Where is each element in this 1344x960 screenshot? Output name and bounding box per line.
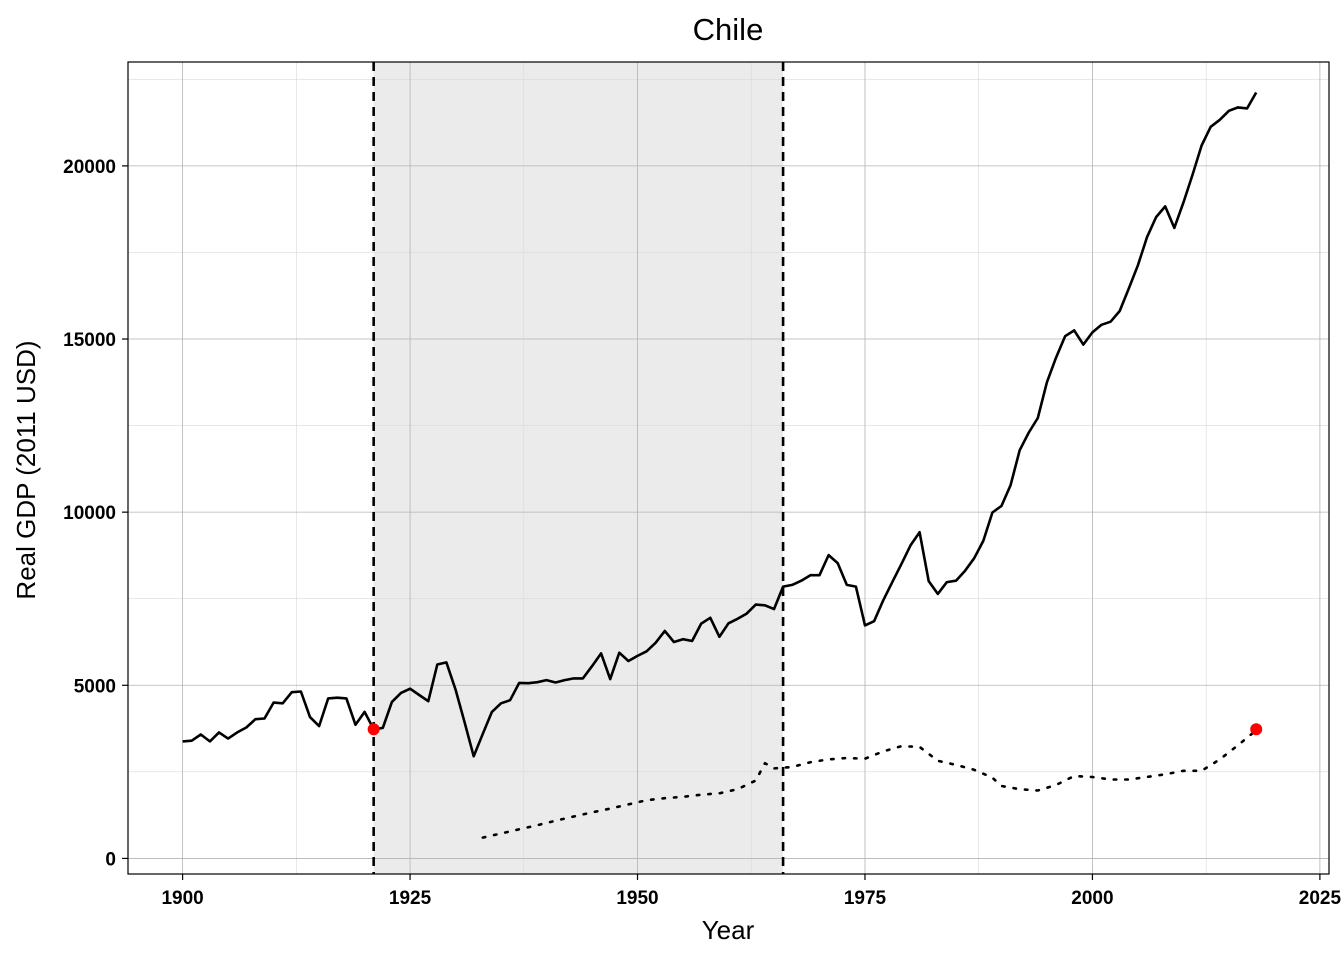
y-axis-title: Real GDP (2011 USD) xyxy=(11,340,41,599)
x-tick-label: 2025 xyxy=(1299,888,1342,909)
chart-title: Chile xyxy=(693,12,764,47)
x-tick-label: 1950 xyxy=(616,888,658,909)
solid-series-line xyxy=(182,91,1258,758)
x-tick-label: 1925 xyxy=(389,888,432,909)
y-tick-label: 10000 xyxy=(63,503,116,524)
y-tick-label: 20000 xyxy=(63,157,116,178)
dotted-series-line xyxy=(481,728,1258,839)
x-tick-label: 1975 xyxy=(844,888,887,909)
y-tick-label: 15000 xyxy=(63,330,116,351)
y-tick-label: 0 xyxy=(105,849,116,870)
plot-area: 1900 1925 1950 1975 2000 2025 0 5000 10000 15000 2… xyxy=(63,61,1342,909)
plot-border xyxy=(127,61,1330,875)
highlight-point xyxy=(1250,723,1263,736)
y-tick-label: 5000 xyxy=(74,676,116,697)
x-tick-label: 2000 xyxy=(1071,888,1113,909)
shaded-region xyxy=(373,62,784,874)
highlight-point xyxy=(367,723,380,736)
x-tick-label: 1900 xyxy=(161,888,203,909)
x-axis-title: Year xyxy=(702,915,755,945)
